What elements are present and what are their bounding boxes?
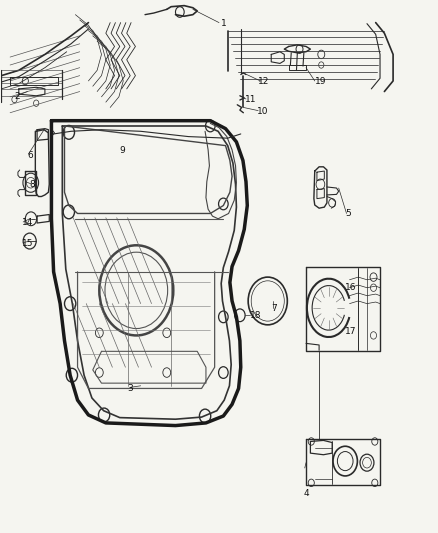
Text: 6: 6 <box>28 151 33 160</box>
Text: 7: 7 <box>271 304 277 313</box>
Text: 17: 17 <box>345 327 357 336</box>
Text: 14: 14 <box>22 218 34 227</box>
Text: 3: 3 <box>127 384 133 393</box>
Text: 16: 16 <box>345 283 357 292</box>
Text: 8: 8 <box>30 180 35 189</box>
Text: 1: 1 <box>221 19 227 28</box>
Text: 18: 18 <box>250 311 261 320</box>
Text: 12: 12 <box>258 77 269 86</box>
Text: 9: 9 <box>119 147 125 156</box>
Text: 2: 2 <box>14 92 20 101</box>
Text: 5: 5 <box>345 209 351 218</box>
Text: 15: 15 <box>22 239 34 248</box>
Text: 19: 19 <box>315 77 326 86</box>
Text: 4: 4 <box>304 489 310 498</box>
Text: 11: 11 <box>245 95 257 104</box>
Text: 10: 10 <box>257 107 269 116</box>
